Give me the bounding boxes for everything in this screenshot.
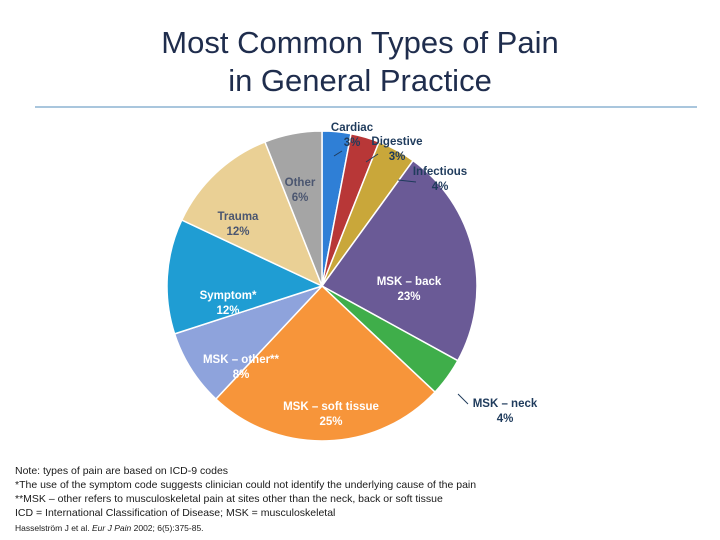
label-name-msk-neck: MSK – neck <box>473 398 538 410</box>
label-value-trauma: 12% <box>226 226 249 238</box>
label-msk-back: MSK – back 23% <box>377 276 442 303</box>
label-name-symptom: Symptom* <box>200 290 257 302</box>
citation-details: 2002; 6(5):375-85. <box>133 523 204 533</box>
label-name-msk-soft-tissue: MSK – soft tissue <box>283 401 379 413</box>
slice-labels: Cardiac 3% Digestive 3% Infectious 4% MSK – ba… <box>200 122 538 428</box>
label-name-other: Other <box>285 177 316 189</box>
label-value-msk-soft-tissue: 25% <box>319 416 342 428</box>
leader-lines <box>333 150 469 405</box>
label-infectious: Infectious 4% <box>413 166 467 193</box>
label-value-symptom: 12% <box>216 305 239 317</box>
pie-slices <box>166 130 478 442</box>
label-value-msk-back: 23% <box>397 291 420 303</box>
label-trauma: Trauma 12% <box>218 211 260 238</box>
label-other: Other 6% <box>285 177 316 204</box>
footnote-2: *The use of the symptom code suggests cl… <box>15 479 477 491</box>
label-name-infectious: Infectious <box>413 166 467 178</box>
label-name-digestive: Digestive <box>371 136 422 148</box>
label-name-msk-back: MSK – back <box>377 276 442 288</box>
slice-msk-soft-tissue <box>214 284 437 442</box>
footnote-3: **MSK – other refers to musculoskeletal … <box>15 493 443 505</box>
label-value-digestive: 3% <box>389 151 406 163</box>
label-value-msk-neck: 4% <box>497 413 514 425</box>
label-value-cardiac: 3% <box>344 137 361 149</box>
slice-msk-back <box>320 159 478 362</box>
title-line-1: Most Common Types of Pain <box>161 25 559 60</box>
slide-title: Most Common Types of Pain in General Pra… <box>0 24 720 100</box>
footnotes: Note: types of pain are based on ICD-9 c… <box>15 464 715 535</box>
slice-other <box>263 130 323 287</box>
label-name-trauma: Trauma <box>218 211 260 223</box>
label-cardiac: Cardiac 3% <box>331 122 374 149</box>
title-divider <box>35 106 697 108</box>
leader-digestive <box>365 153 379 163</box>
label-msk-soft-tissue: MSK – soft tissue 25% <box>283 401 379 428</box>
citation-journal: Eur J Pain <box>92 523 132 533</box>
slice-symptom <box>166 219 325 335</box>
footnote-1: Note: types of pain are based on ICD-9 c… <box>15 465 229 477</box>
slice-trauma <box>180 140 324 288</box>
label-value-infectious: 4% <box>432 181 449 193</box>
citation-authors: Hasselström J et al. <box>15 523 90 533</box>
footnote-4: ICD = International Classification of Di… <box>15 507 336 519</box>
label-digestive: Digestive 3% <box>371 136 422 163</box>
title-line-2: in General Practice <box>228 63 492 98</box>
label-name-cardiac: Cardiac <box>331 122 374 134</box>
label-name-msk-other: MSK – other** <box>203 354 280 366</box>
label-value-other: 6% <box>292 192 309 204</box>
leader-cardiac <box>333 150 343 157</box>
label-msk-neck: MSK – neck 4% <box>473 398 538 425</box>
citation: Hasselström J et al. Eur J Pain 2002; 6(… <box>15 521 715 535</box>
label-symptom: Symptom* 12% <box>200 290 257 317</box>
leader-infectious <box>397 179 417 183</box>
leader-msk-neck <box>457 393 469 405</box>
label-msk-other: MSK – other** 8% <box>203 354 280 381</box>
label-value-msk-other: 8% <box>233 369 250 381</box>
